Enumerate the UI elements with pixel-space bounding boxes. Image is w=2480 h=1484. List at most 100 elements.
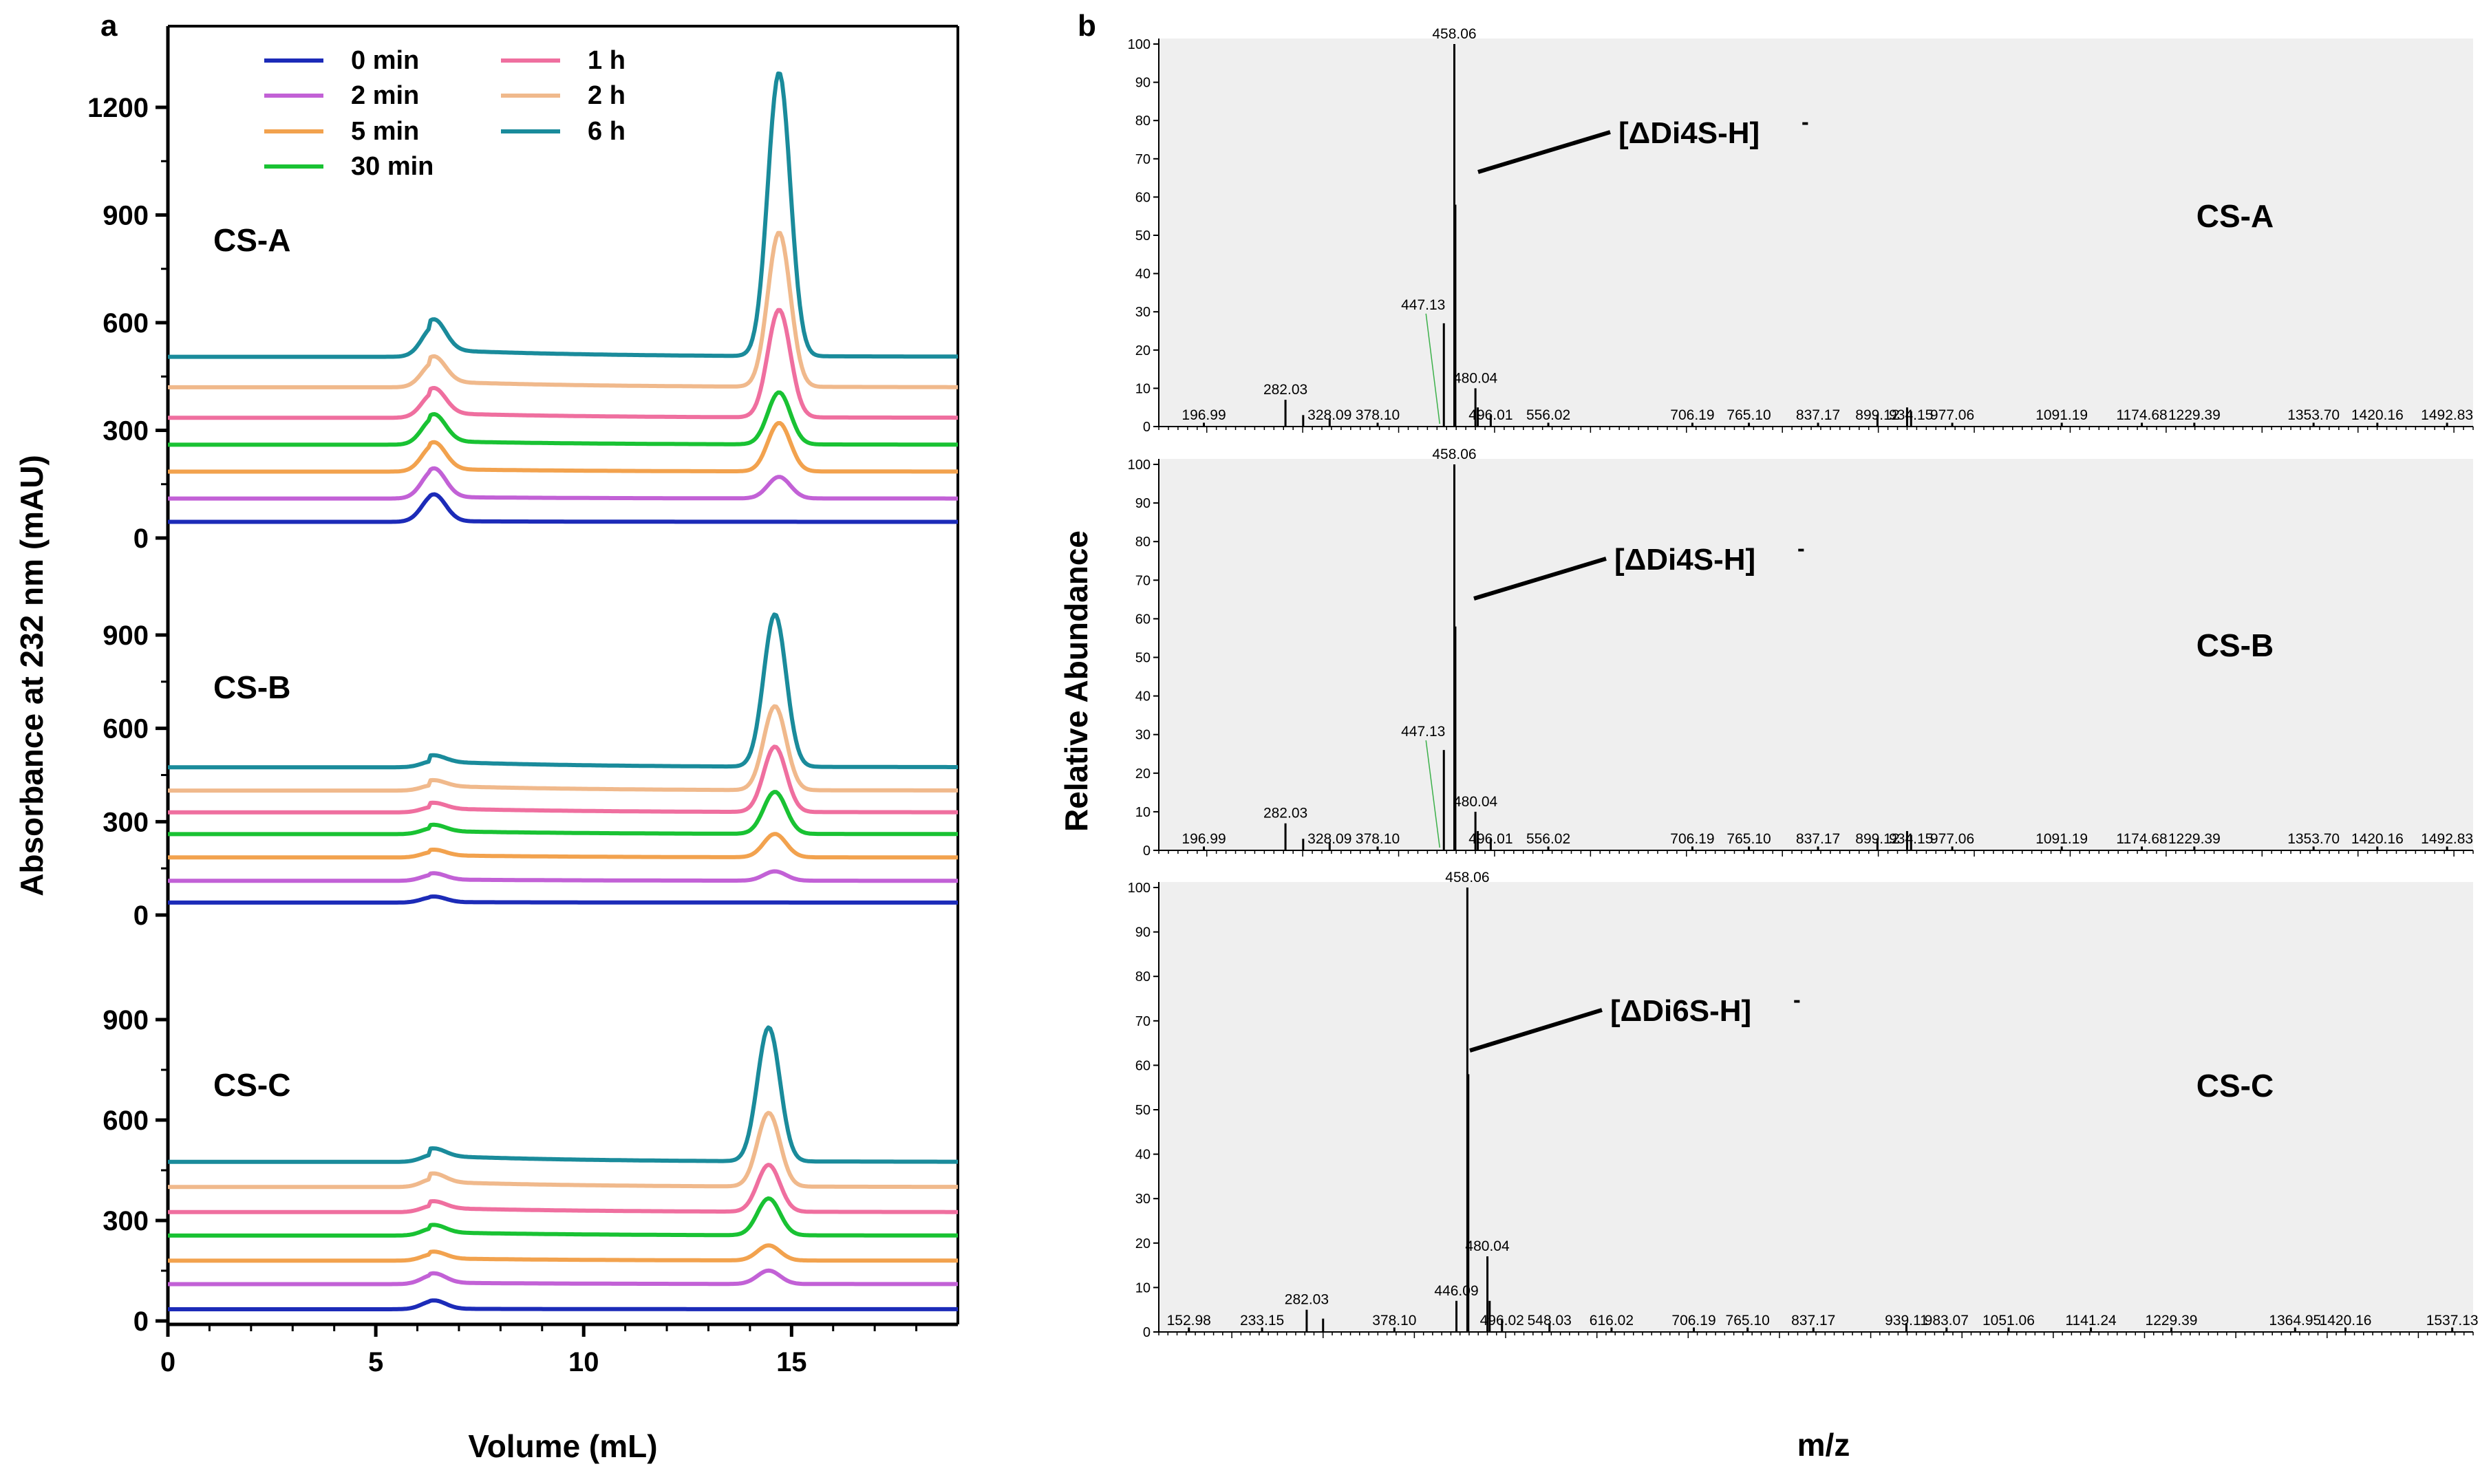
x-axis-title-a: Volume (mL) [468, 1428, 657, 1464]
legend-item: 2 h [501, 81, 626, 110]
spectrum-peak-label: 1420.16 [2351, 407, 2404, 423]
trace-cs-a-6h [167, 71, 959, 359]
spectrum-peak-label: 233.15 [1240, 1313, 1284, 1329]
spectrum-peak-label: 1091.19 [2035, 831, 2088, 847]
spectrum-peak-label: 496.01 [1468, 407, 1512, 423]
spectrum-cs-a: 0 10 20 30 40 50 60 70 80 90 100 196.99 282.03328.09… [1128, 26, 2474, 435]
spectrum-peak-label: 616.02 [1590, 1313, 1634, 1329]
y-axis-title-a: Absorbance at 232 nm (mAU) [14, 455, 50, 896]
spectrum-peak-label: 1492.83 [2421, 831, 2473, 847]
spectrum-y-tick-label: 60 [1135, 1058, 1151, 1073]
spectrum-y-tick-label: 30 [1135, 1192, 1151, 1207]
spectrum-peak-label: 899.12 [1855, 831, 1899, 847]
legend-label: 1 h [588, 46, 626, 75]
spectrum-peak-label: 1229.39 [2168, 407, 2221, 423]
legend-item: 2 min [264, 81, 419, 110]
trace-cs-c-5min [167, 1243, 959, 1263]
panel-a-chromatograms: 0 5 10 15 0 300 600 900 1200 CS-A 0 300 600 900 CS-B 0 3… [14, 25, 959, 1464]
x-tick-label-a: 15 [776, 1347, 807, 1377]
spectrum-y-tick-label: 80 [1135, 969, 1151, 985]
spectrum-peak-label: 496.01 [1468, 831, 1512, 847]
sample-label-a: CS-B [213, 669, 290, 705]
spectrum-y-tick-label: 100 [1128, 881, 1151, 896]
legend-item: 1 h [501, 46, 626, 75]
spectrum-peak-label: 196.99 [1182, 407, 1226, 423]
spectrum-peak-label: 328.09 [1307, 831, 1351, 847]
spectrum-peak-label: 837.17 [1796, 407, 1840, 423]
y-tick-label-a: 300 [103, 416, 149, 447]
trace-cs-a-1h [167, 308, 959, 420]
subplot-cs-a: 0 300 600 900 1200 CS-A [87, 71, 959, 554]
spectrum-y-tick-label: 50 [1135, 1103, 1151, 1118]
ion-annotation-line [1469, 1008, 1603, 1053]
spectrum-peak-label: 1492.83 [2421, 407, 2473, 423]
sample-label-a: CS-A [213, 222, 290, 258]
ion-annotation-charge: - [1797, 536, 1805, 561]
spectrum-y-tick-label: 60 [1135, 612, 1151, 627]
legend-item: 6 h [501, 117, 626, 146]
y-tick-label-a: 900 [103, 621, 149, 651]
spectrum-y-tick-label: 50 [1135, 651, 1151, 666]
spectrum-y-tick-label: 60 [1135, 190, 1151, 205]
spectrum-y-tick-label: 100 [1128, 458, 1151, 473]
spectrum-y-tick-label: 10 [1135, 1280, 1151, 1295]
y-tick-label-a: 1200 [87, 93, 149, 123]
ion-annotation-line [1477, 130, 1611, 174]
trace-cs-c-6h [167, 1025, 959, 1164]
spectrum-y-tick-label: 90 [1135, 76, 1151, 91]
spectrum-peak-label: 458.06 [1432, 447, 1476, 462]
trace-cs-c-2h [167, 1110, 959, 1190]
spectrum-peak-label: 706.19 [1671, 1313, 1715, 1329]
y-tick-label-a: 900 [103, 201, 149, 231]
y-tick-label-a: 600 [103, 308, 149, 338]
legend-item: 5 min [264, 117, 419, 146]
spectrum-peak-label: 765.10 [1726, 1313, 1770, 1329]
panel-b-mass-spectra: 0102030405060708090100196.99282.03328.09… [1058, 26, 2479, 1463]
spectrum-peak-label: 1174.68 [2116, 407, 2167, 423]
spectrum-cs-c: 0 10 20 30 40 50 60 70 80 90 100 152.98 233.15282.03… [1128, 870, 2479, 1340]
trace-cs-b-2min [167, 869, 959, 883]
spectrum-peak-label: 196.99 [1182, 831, 1226, 847]
x-tick-label-a: 10 [568, 1347, 599, 1377]
trace-cs-a-5min [167, 421, 959, 474]
trace-cs-b-0min [167, 894, 959, 905]
spectrum-peak-label: 152.98 [1167, 1313, 1211, 1329]
spectrum-peak-label: 556.02 [1526, 407, 1570, 423]
spectrum-peak-label: 899.12 [1855, 407, 1899, 423]
trace-cs-b-5min [167, 832, 959, 860]
spectrum-peak-label: 706.19 [1670, 831, 1714, 847]
legend-label: 2 min [351, 81, 419, 110]
spectrum-y-tick-label: 20 [1135, 766, 1151, 782]
ion-annotation-charge: - [1793, 987, 1801, 1012]
ion-annotation: [ΔDi4S-H] [1614, 543, 1755, 577]
spectrum-peak-label: 458.06 [1445, 870, 1489, 885]
spectrum-y-tick-label: 50 [1135, 228, 1151, 244]
spectrum-peak-label: 706.19 [1670, 407, 1714, 423]
spectrum-peak-label: 837.17 [1791, 1313, 1835, 1329]
trace-cs-c-1h [167, 1163, 959, 1214]
trace-cs-a-0min [167, 492, 959, 524]
spectrum-peak-label: 447.13 [1401, 297, 1445, 313]
spectrum-peak-label: 446.09 [1434, 1283, 1478, 1299]
spectrum-peak-label: 378.10 [1356, 831, 1400, 847]
spectrum-y-tick-label: 90 [1135, 496, 1151, 511]
panel-b-letter: b [1078, 9, 1096, 43]
trace-cs-a-2h [167, 230, 959, 389]
spectrum-sample-label: CS-C [2196, 1068, 2274, 1104]
spectrum-y-tick-label: 20 [1135, 1236, 1151, 1251]
spectrum-peak-label: 480.04 [1453, 370, 1498, 386]
spectrum-peak-label: 480.04 [1465, 1238, 1510, 1254]
spectrum-peak-label: 1229.39 [2146, 1313, 2198, 1329]
subplot-cs-c: 0 300 600 900 CS-C [103, 1005, 959, 1337]
spectrum-peak-label: 1420.16 [2320, 1313, 2372, 1329]
trace-cs-b-6h [167, 612, 959, 770]
x-tick-label-a: 5 [368, 1347, 383, 1377]
spectrum-peak-label: 939.11 [1885, 1313, 1928, 1329]
spectrum-peak-label: 977.06 [1930, 831, 1974, 847]
subplot-cs-b: 0 300 600 900 CS-B [103, 612, 959, 931]
spectrum-peak-label: 1091.19 [2035, 407, 2088, 423]
y-tick-label-a: 300 [103, 1206, 149, 1236]
y-tick-label-a: 600 [103, 1106, 149, 1136]
x-axis-title-b: m/z [1797, 1427, 1850, 1463]
